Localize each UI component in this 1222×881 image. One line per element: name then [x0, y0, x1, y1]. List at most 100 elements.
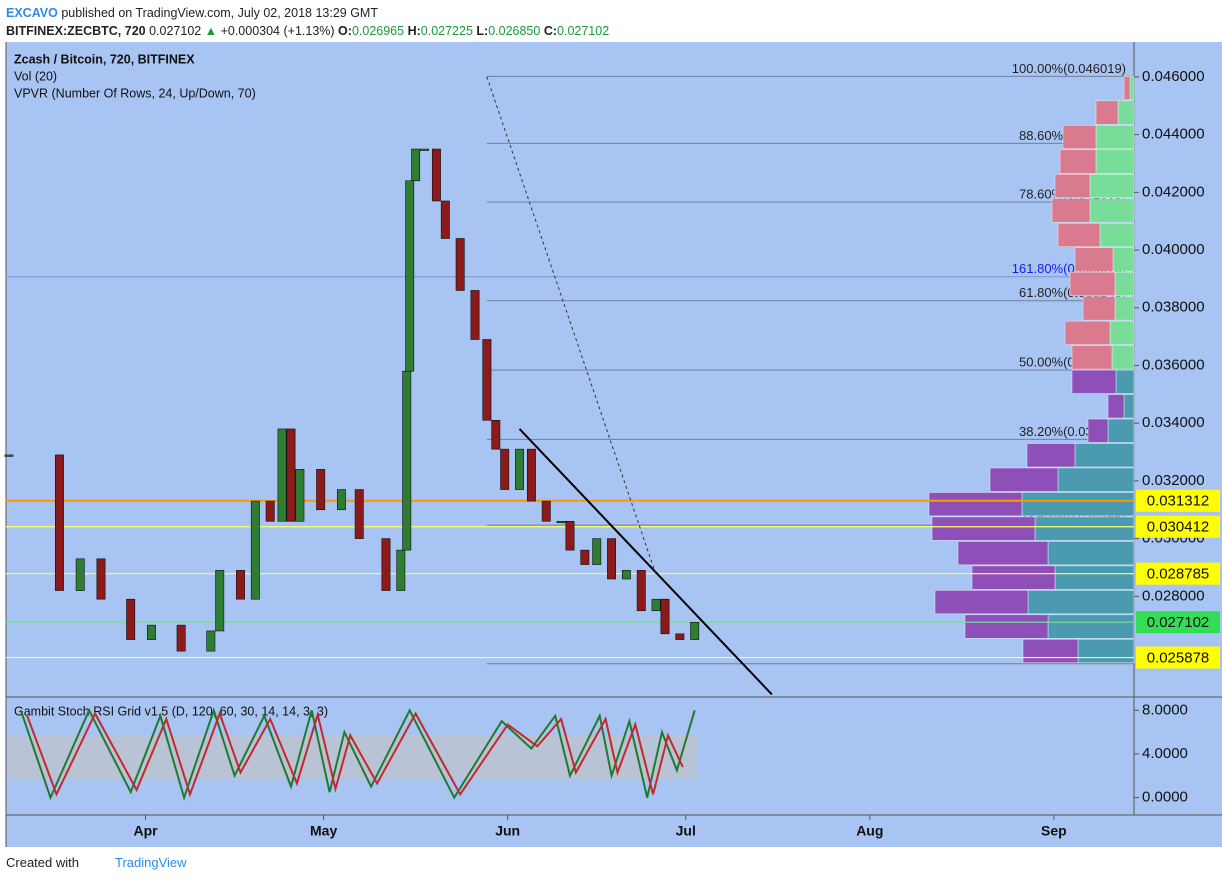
vpvr-down	[1082, 296, 1116, 321]
vpvr-down	[1087, 418, 1109, 443]
candle	[541, 500, 551, 522]
vpvr-up	[1047, 614, 1135, 639]
candle	[411, 148, 421, 182]
vpvr-up	[1074, 443, 1135, 468]
candle	[636, 570, 646, 612]
candle	[206, 630, 216, 652]
candle	[236, 570, 245, 600]
vpvr-down	[964, 614, 1049, 639]
candle	[565, 520, 575, 551]
ohlc-key: O:	[338, 24, 352, 38]
ohlc-value: 0.027102	[557, 24, 610, 38]
candle	[215, 570, 225, 632]
level-label-box	[1136, 611, 1220, 634]
candle	[295, 469, 305, 522]
vpvr-down	[1054, 174, 1091, 198]
candle	[126, 598, 136, 640]
candle	[4, 454, 14, 457]
x-tick-label: Jun	[495, 823, 520, 839]
vpvr-up	[1107, 418, 1135, 443]
vpvr-up	[1117, 100, 1135, 125]
fib-label: 100.00%(0.046019)	[1012, 61, 1126, 76]
candle	[440, 200, 450, 239]
y-tick-label: 4.0000	[1142, 745, 1188, 762]
level-label: 0.025878	[1147, 650, 1210, 667]
y-tick-label: 0.040000	[1142, 241, 1205, 258]
vpvr-up	[1054, 565, 1135, 590]
vpvr-down	[1095, 100, 1119, 125]
candle	[96, 558, 106, 600]
vpvr-down	[931, 516, 1036, 541]
candle	[491, 419, 501, 450]
candle	[420, 148, 430, 151]
candle	[592, 538, 602, 565]
oscillator-line	[19, 707, 696, 801]
y-tick-label: 0.044000	[1142, 126, 1205, 143]
vpvr-down	[989, 467, 1059, 492]
symbol: BITFINEX:ZECBTC, 720	[6, 24, 146, 38]
brand[interactable]: TradingView	[114, 855, 187, 870]
heatmap-band	[8, 735, 697, 779]
y-tick-label: 0.0000	[1142, 789, 1188, 806]
price: 0.027102	[149, 24, 202, 38]
ohlc-value: 0.027225	[420, 24, 473, 38]
vpvr-down	[1071, 369, 1117, 394]
level-label: 0.031312	[1147, 493, 1210, 510]
vpvr-down	[1069, 271, 1116, 296]
vpvr-down	[1026, 443, 1076, 468]
y-tick-label: 0.034000	[1142, 414, 1205, 431]
vpvr-up	[1021, 492, 1135, 517]
quote-line: BITFINEX:ZECBTC, 720 0.027102 ▲ +0.00030…	[6, 22, 609, 40]
candle	[660, 598, 670, 635]
vpvr-up	[1095, 149, 1135, 174]
vpvr-up	[1095, 125, 1135, 150]
x-tick-label: Aug	[856, 823, 883, 839]
vpvr-down	[1051, 198, 1091, 223]
vpvr-down	[1062, 125, 1097, 150]
y-tick-label: 0.046000	[1142, 68, 1205, 85]
ohlc-value: 0.026965	[351, 24, 405, 38]
vpvr-down	[1071, 345, 1113, 370]
oscillator-line	[25, 710, 684, 798]
author[interactable]: EXCAVO	[6, 6, 58, 20]
level-label: 0.030412	[1147, 519, 1210, 536]
y-tick-label: 0.038000	[1142, 299, 1205, 316]
vpvr-up	[1109, 320, 1135, 345]
vpvr-down	[928, 492, 1023, 517]
vpvr-up	[1027, 590, 1135, 615]
header-line: EXCAVO published on TradingView.com, Jul…	[6, 4, 609, 22]
vpvr-down	[957, 541, 1049, 566]
x-tick-label: Sep	[1041, 823, 1067, 839]
chart-background	[6, 42, 1222, 847]
candle	[146, 624, 156, 640]
drawn-line	[486, 76, 657, 576]
vpvr-up	[1099, 222, 1135, 247]
ohlc-key: L:	[476, 24, 489, 38]
vpvr-up	[1114, 271, 1135, 296]
candle	[54, 454, 64, 591]
candle	[500, 448, 510, 490]
vpvr-up	[1111, 345, 1135, 370]
y-tick-label: 0.028000	[1142, 587, 1205, 604]
candle	[526, 448, 536, 502]
vpvr-down	[1057, 222, 1101, 247]
candle	[75, 558, 85, 591]
level-label: 0.027102	[1147, 614, 1210, 631]
footer: Created with TradingView	[6, 855, 187, 870]
vpvr-down	[1022, 639, 1079, 664]
y-tick-label: 0.036000	[1142, 356, 1205, 373]
change: +0.000304 (+1.13%)	[220, 24, 335, 38]
candle	[316, 469, 326, 511]
vpvr-up	[1034, 516, 1135, 541]
level-label-box	[1136, 489, 1220, 512]
y-tick-label: 0.032000	[1142, 472, 1205, 489]
vpvr-down	[1123, 76, 1131, 101]
vpvr-up	[1123, 394, 1135, 419]
level-label-box	[1136, 562, 1220, 585]
candle	[336, 489, 346, 511]
header: EXCAVO published on TradingView.com, Jul…	[6, 4, 609, 40]
y-tick-label: 8.0000	[1142, 701, 1188, 718]
x-tick-label: May	[310, 823, 337, 839]
vpvr-up	[1112, 247, 1135, 272]
